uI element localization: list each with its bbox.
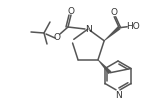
Text: O: O — [111, 8, 118, 17]
Text: O: O — [54, 33, 60, 42]
Text: N: N — [85, 24, 91, 33]
Text: N: N — [115, 91, 121, 100]
Text: HO: HO — [126, 22, 140, 31]
Text: O: O — [68, 6, 75, 15]
Polygon shape — [104, 26, 120, 41]
Polygon shape — [98, 59, 111, 74]
